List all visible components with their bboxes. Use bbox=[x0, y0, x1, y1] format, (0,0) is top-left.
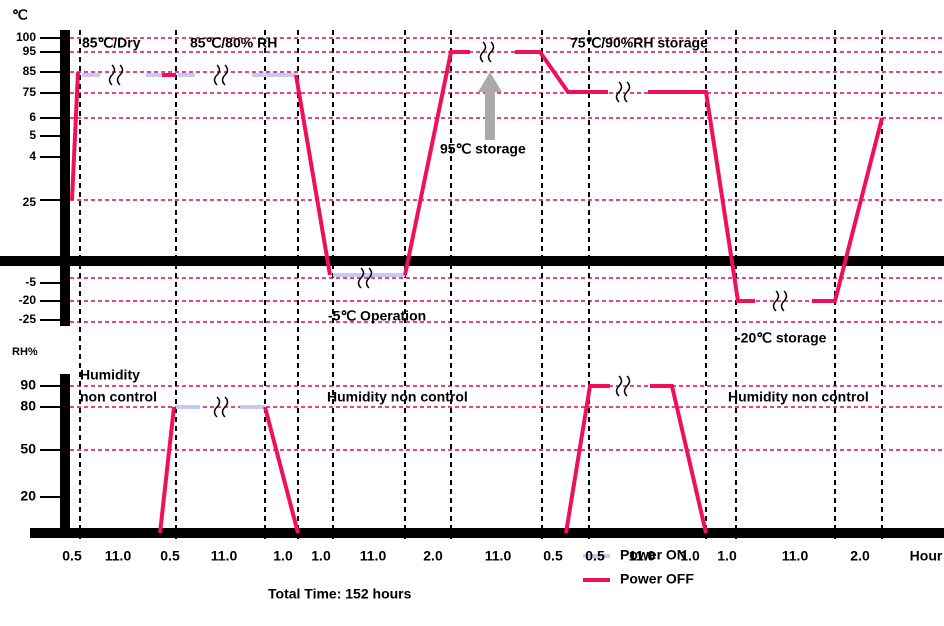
annotation: -5℃ Operation bbox=[328, 308, 426, 324]
rh-label: 80 bbox=[20, 398, 36, 414]
x-label: 0.5 bbox=[543, 548, 563, 564]
x-label: 0.5 bbox=[62, 548, 82, 564]
annotation: non control bbox=[80, 389, 157, 405]
temp-label: 6 bbox=[29, 110, 36, 124]
annotation: 95℃ storage bbox=[440, 141, 526, 157]
temp-label: 75 bbox=[23, 85, 37, 99]
temp-label: 25 bbox=[23, 195, 37, 209]
rh-unit: RH% bbox=[12, 346, 38, 358]
profile bbox=[70, 41, 884, 582]
annotation: 85℃/Dry bbox=[82, 35, 141, 51]
rh-label: 20 bbox=[20, 488, 36, 504]
x-label: 11.0 bbox=[360, 548, 387, 564]
temp-unit: ℃ bbox=[12, 7, 28, 23]
annotation: Humidity bbox=[80, 367, 140, 383]
temp-label: 4 bbox=[29, 149, 36, 163]
temp-label: 5 bbox=[29, 128, 36, 142]
temp-label: -20 bbox=[19, 293, 37, 307]
x-label: 11.0 bbox=[211, 548, 238, 564]
x-label: 2.0 bbox=[423, 548, 443, 564]
x-label: 11.0 bbox=[782, 548, 809, 564]
x-label: 1.0 bbox=[273, 548, 293, 564]
grid bbox=[70, 30, 944, 540]
x-label: 1.0 bbox=[311, 548, 331, 564]
axes bbox=[0, 30, 944, 538]
rh-label: 50 bbox=[20, 441, 36, 457]
legend-label: Power OFF bbox=[620, 571, 694, 587]
labels: ℃ RH% 85℃/Dry 85℃/80% RH 75℃/90%RH stora… bbox=[12, 7, 943, 602]
x-label: 11.0 bbox=[105, 548, 132, 564]
x-label: 11.0 bbox=[629, 548, 656, 564]
total-time: Total Time: 152 hours bbox=[268, 586, 412, 602]
temp-label: 95 bbox=[23, 44, 37, 58]
annotation: Humidity non control bbox=[327, 389, 468, 405]
x-label: 11.0 bbox=[485, 548, 512, 564]
temp-label: -5 bbox=[25, 275, 36, 289]
temp-label: 100 bbox=[16, 30, 36, 44]
x-label: 0.5 bbox=[585, 548, 605, 564]
legend-label: Power ON bbox=[620, 547, 687, 563]
rh-label: 90 bbox=[20, 377, 36, 393]
annotation: -20℃ storage bbox=[736, 330, 827, 346]
annotation: 75℃/90%RH storage bbox=[570, 35, 708, 51]
annotation: Humidity non control bbox=[728, 389, 869, 405]
annotation: 85℃/80% RH bbox=[190, 35, 277, 51]
temp-label: -25 bbox=[19, 312, 37, 326]
x-label: Hour bbox=[910, 548, 943, 564]
temp-label: 85 bbox=[23, 64, 37, 78]
x-label: 1.0 bbox=[680, 548, 700, 564]
x-label: 1.0 bbox=[717, 548, 737, 564]
x-label: 2.0 bbox=[850, 548, 870, 564]
x-label: 0.5 bbox=[160, 548, 180, 564]
